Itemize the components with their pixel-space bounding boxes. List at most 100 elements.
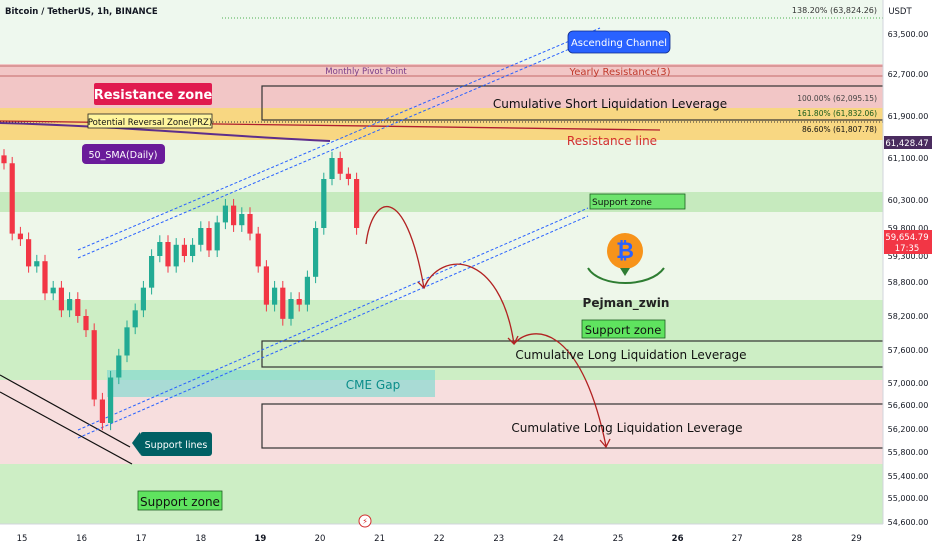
x-tick-label: 24	[553, 534, 564, 544]
x-tick-label: 23	[493, 534, 504, 544]
candle-body	[67, 299, 73, 311]
y-tick-label: 59,800.00	[888, 224, 929, 233]
author-logo: ₿ Pejman_zwin	[583, 233, 670, 311]
prz-box	[87, 113, 213, 129]
x-tick-label: 22	[434, 534, 445, 544]
countdown-text: 17:35	[895, 244, 920, 254]
candle-body	[198, 228, 204, 245]
candle-body	[108, 377, 114, 423]
candle-body	[26, 239, 32, 267]
y-tick-label: 57,600.00	[888, 346, 929, 355]
cme-gap-label: CME Gap	[346, 378, 400, 392]
channel-lower-1	[77, 207, 589, 431]
candle-body	[149, 256, 155, 288]
support-lines-box	[140, 432, 212, 456]
arrow-head-2	[507, 335, 519, 346]
support-zone-bottom-band	[0, 464, 883, 524]
support-lines-pointer	[132, 432, 140, 454]
symbol-title: Bitcoin / TetherUS, 1h, BINANCE	[5, 7, 158, 17]
pivot-label: Monthly Pivot Point	[325, 67, 407, 77]
author-name: Pejman_zwin	[583, 296, 670, 311]
y-tick-label: 57,000.00	[888, 379, 929, 388]
fib-100-label: 100.00% (62,095.15)	[797, 94, 877, 103]
candle-body	[321, 179, 327, 228]
candle-body	[1, 155, 7, 164]
currency-label: USDT	[888, 7, 912, 17]
candle-body	[247, 214, 253, 234]
candle-body	[190, 244, 196, 256]
candle-body	[83, 316, 89, 331]
candle-body	[329, 158, 335, 179]
candle-body	[99, 399, 105, 423]
sma-price-text: 61,428.47	[885, 139, 928, 149]
candle-body	[17, 233, 23, 240]
sma-price-badge	[884, 136, 932, 149]
y-tick-label: 55,000.00	[888, 494, 929, 503]
y-tick-label: 55,800.00	[888, 448, 929, 457]
x-tick-label: 27	[732, 534, 743, 544]
x-tick-label: 15	[17, 534, 28, 544]
candle-body	[181, 244, 187, 256]
candle-body	[231, 205, 237, 226]
candle-body	[9, 163, 15, 234]
sma-line	[0, 122, 331, 142]
x-tick-label: 16	[76, 534, 87, 544]
y-tick-label: 61,100.00	[888, 154, 929, 163]
candle-body	[296, 299, 302, 305]
candle-body	[140, 287, 146, 311]
candle-body	[222, 205, 228, 223]
channel-upper-2	[77, 35, 601, 259]
event-marker-icon[interactable]	[358, 514, 372, 528]
short-liq-label: Cumulative Short Liquidation Leverage	[493, 97, 727, 111]
candle-body	[239, 214, 245, 226]
lower-mid-band	[0, 212, 883, 300]
candle-body	[50, 287, 56, 294]
channel-label: Ascending Channel	[571, 38, 667, 49]
candle-body	[263, 266, 269, 305]
candle-body	[345, 173, 351, 179]
support-zone-mid-band	[0, 300, 883, 380]
projection-arc-1	[365, 206, 425, 289]
support-zone-small-band	[0, 192, 883, 212]
long-liq-1-label: Cumulative Long Liquidation Leverage	[515, 348, 746, 362]
support-zone-mid-box	[581, 319, 666, 339]
x-tick-label: 17	[136, 534, 147, 544]
candle-body	[157, 242, 163, 256]
support-line-1	[0, 374, 131, 448]
y-tick-label: 62,700.00	[888, 70, 929, 79]
y-tick-label: 55,400.00	[888, 472, 929, 481]
arrow-head-3	[599, 438, 611, 449]
candle-body	[272, 287, 278, 305]
long-liq-2-label: Cumulative Long Liquidation Leverage	[511, 421, 742, 435]
y-tick-label: 54,600.00	[888, 518, 929, 527]
x-tick-label: 29	[851, 534, 862, 544]
price-axis[interactable]	[883, 0, 932, 550]
current-price-badge	[884, 230, 932, 254]
y-tick-label: 56,600.00	[888, 401, 929, 410]
y-tick-label: 56,200.00	[888, 425, 929, 434]
current-price-text: 59,654.79	[885, 233, 928, 243]
logo-swoosh-icon	[587, 267, 665, 284]
channel-lower-2	[77, 215, 589, 439]
x-tick-label: 20	[315, 534, 326, 544]
y-tick-label: 60,300.00	[888, 196, 929, 205]
candle-body	[214, 222, 220, 251]
channel-box	[567, 30, 671, 54]
candle-body	[34, 261, 40, 267]
candle-body	[255, 233, 261, 267]
x-tick-label: 21	[374, 534, 385, 544]
candle-body	[313, 228, 319, 277]
y-tick-label: 59,300.00	[888, 252, 929, 261]
time-axis[interactable]	[0, 524, 883, 550]
x-tick-label: 28	[791, 534, 802, 544]
support-lines-label: Support lines	[145, 440, 208, 451]
x-tick-label: 18	[195, 534, 206, 544]
y-tick-label: 58,200.00	[888, 312, 929, 321]
support-zone-bottom-label: Support zone	[140, 495, 220, 509]
y-tick-label: 58,800.00	[888, 278, 929, 287]
channel-upper-1	[77, 27, 601, 251]
candle-body	[288, 299, 294, 319]
bitcoin-glyph-icon: ₿	[616, 239, 634, 264]
sma-box	[82, 144, 165, 164]
